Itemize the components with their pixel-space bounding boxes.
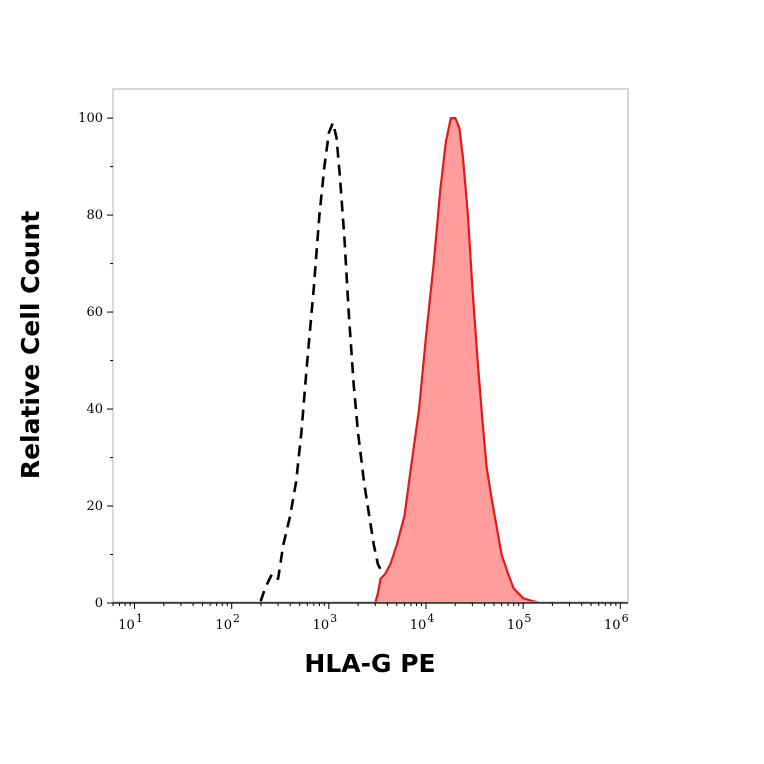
y-tick-label: 20 [86,499,103,514]
series-line-1 [134,117,621,603]
y-tick-label: 80 [86,208,103,223]
y-tick-label: 0 [95,596,103,611]
y-axis: 0 20 40 60 80 100 [78,111,113,611]
series-fill-1 [134,118,621,603]
series-line-0 [134,121,621,603]
x-axis: 101 102 103 104 105 106 [112,603,629,633]
x-tick-label: 103 [313,612,338,633]
x-tick-label: 105 [507,612,532,633]
y-axis-title: Relative Cell Count [16,211,45,479]
plot-frame [112,88,629,603]
x-axis-title: HLA-G PE [304,649,435,678]
x-tick-label: 101 [118,612,143,633]
x-tick-label: 104 [410,612,435,633]
x-tick-label: 102 [215,612,240,633]
y-tick-label: 100 [78,111,103,126]
y-tick-label: 60 [86,305,103,320]
y-tick-label: 40 [86,402,103,417]
series-layer [134,117,621,603]
x-tick-label: 106 [604,612,629,633]
